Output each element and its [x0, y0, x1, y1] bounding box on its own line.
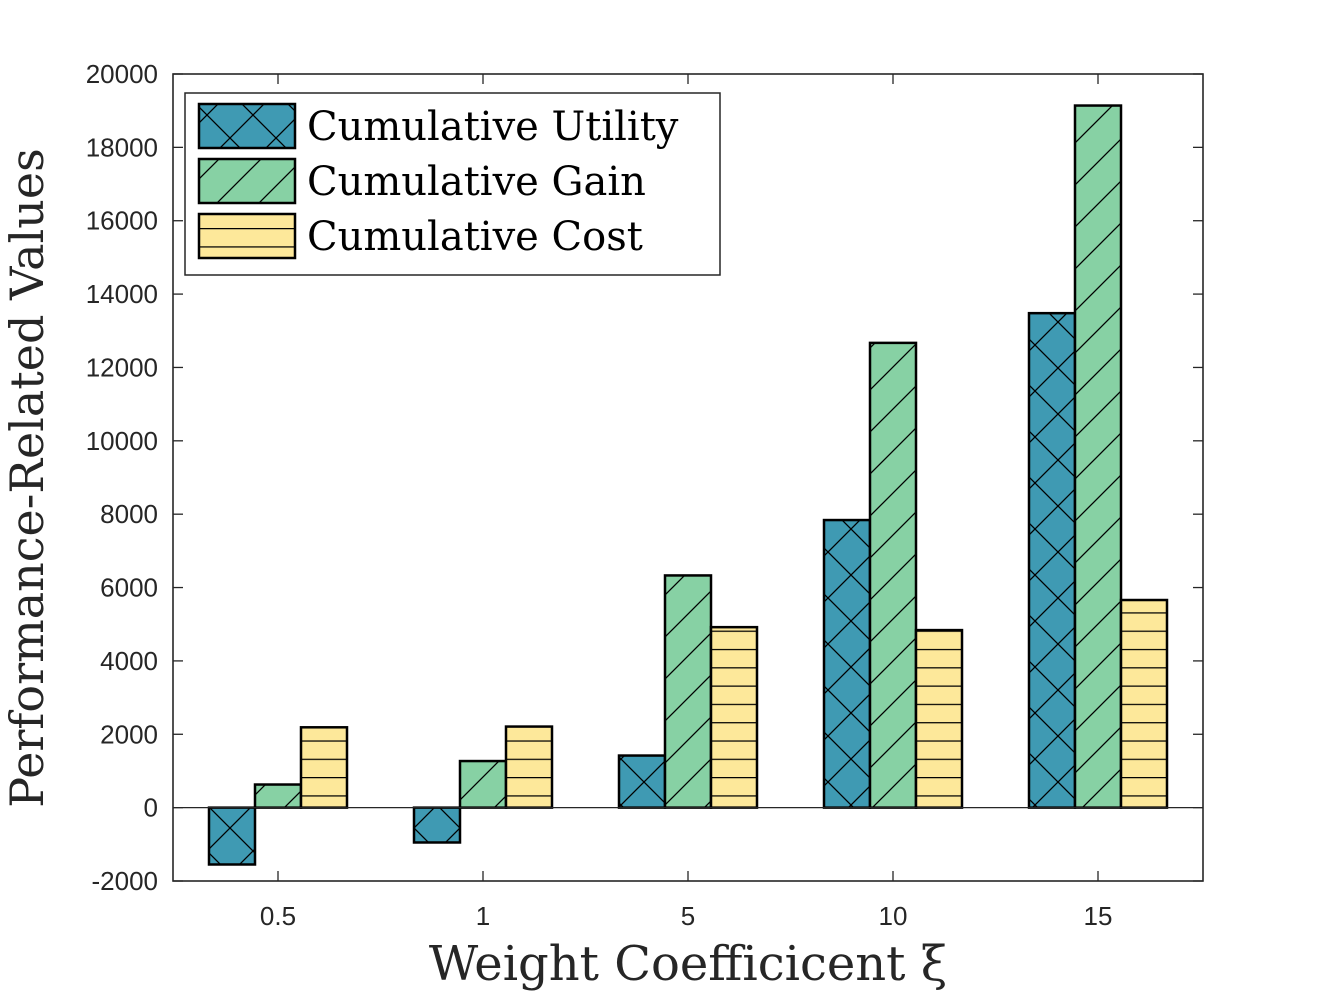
bar-cumulative-utility [207, 806, 257, 866]
bar-outline [253, 783, 303, 809]
y-tick-label: 14000 [86, 279, 158, 309]
y-axis-title: Performance-Related Values [0, 148, 54, 807]
bar-outline [1073, 104, 1123, 809]
bar-cumulative-cost [709, 625, 759, 809]
bar-outline [458, 759, 508, 809]
y-tick-label: 12000 [86, 352, 158, 382]
y-tick-label: 2000 [100, 719, 158, 749]
bar-cumulative-utility [822, 518, 872, 809]
bar-outline [299, 726, 349, 809]
bar-outline [822, 518, 872, 809]
bar-outline [207, 806, 257, 866]
legend-item: Cumulative Gain [197, 157, 646, 205]
bar-outline [617, 754, 667, 809]
bar-cumulative-gain [253, 783, 303, 809]
legend-swatch [197, 102, 297, 150]
x-tick-label: 5 [681, 901, 695, 931]
bar-cumulative-cost [914, 628, 964, 809]
bar-outline [914, 628, 964, 809]
legend: Cumulative Utility Cumulative Gain Cumulat… [184, 92, 721, 276]
bar-cumulative-cost [1119, 598, 1169, 809]
x-tick-label: 15 [1084, 901, 1113, 931]
bar-cumulative-gain [458, 759, 508, 809]
legend-item: Cumulative Utility [197, 102, 679, 150]
bar-outline [663, 574, 713, 809]
y-tick-label: 8000 [100, 499, 158, 529]
y-tick-label: 10000 [86, 426, 158, 456]
bar-outline [1027, 311, 1077, 809]
y-tick-label: -2000 [92, 866, 159, 896]
y-tick-label: 18000 [86, 132, 158, 162]
bar-outline [709, 625, 759, 809]
bar-outline [1119, 598, 1169, 809]
y-tick-label: 0 [144, 793, 158, 823]
y-axis-ticks: -2000 0 2000 4000 6000 8000 10000 12000 14000 160… [86, 59, 1203, 896]
legend-label: Cumulative Gain [307, 159, 646, 205]
legend-swatch [197, 212, 297, 260]
bar-outline [868, 341, 918, 809]
legend-label: Cumulative Utility [307, 104, 679, 150]
x-axis-title: Weight Coefficicent ξ [429, 936, 947, 992]
bar-cumulative-utility [412, 806, 462, 844]
x-tick-label: 1 [476, 901, 490, 931]
bar-outline [504, 725, 554, 809]
legend-label: Cumulative Cost [307, 214, 643, 260]
bars [207, 104, 1169, 866]
bar-cumulative-cost [299, 726, 349, 809]
legend-item: Cumulative Cost [197, 212, 643, 260]
x-tick-label: 0.5 [260, 901, 296, 931]
legend-swatch [197, 157, 297, 205]
y-tick-label: 6000 [100, 573, 158, 603]
bar-cumulative-utility [617, 754, 667, 809]
bar-cumulative-utility [1027, 311, 1077, 809]
plot-frame [172, 73, 1204, 882]
bar-cumulative-gain [868, 341, 918, 809]
bar-cumulative-gain [663, 574, 713, 809]
bar-cumulative-cost [504, 725, 554, 809]
x-axis-ticks: 0.5 1 5 10 15 [260, 74, 1113, 931]
y-tick-label: 20000 [86, 59, 158, 89]
bar-cumulative-gain [1073, 104, 1123, 809]
bar-outline [412, 806, 462, 844]
y-tick-label: 4000 [100, 646, 158, 676]
x-tick-label: 10 [879, 901, 908, 931]
y-tick-label: 16000 [86, 206, 158, 236]
